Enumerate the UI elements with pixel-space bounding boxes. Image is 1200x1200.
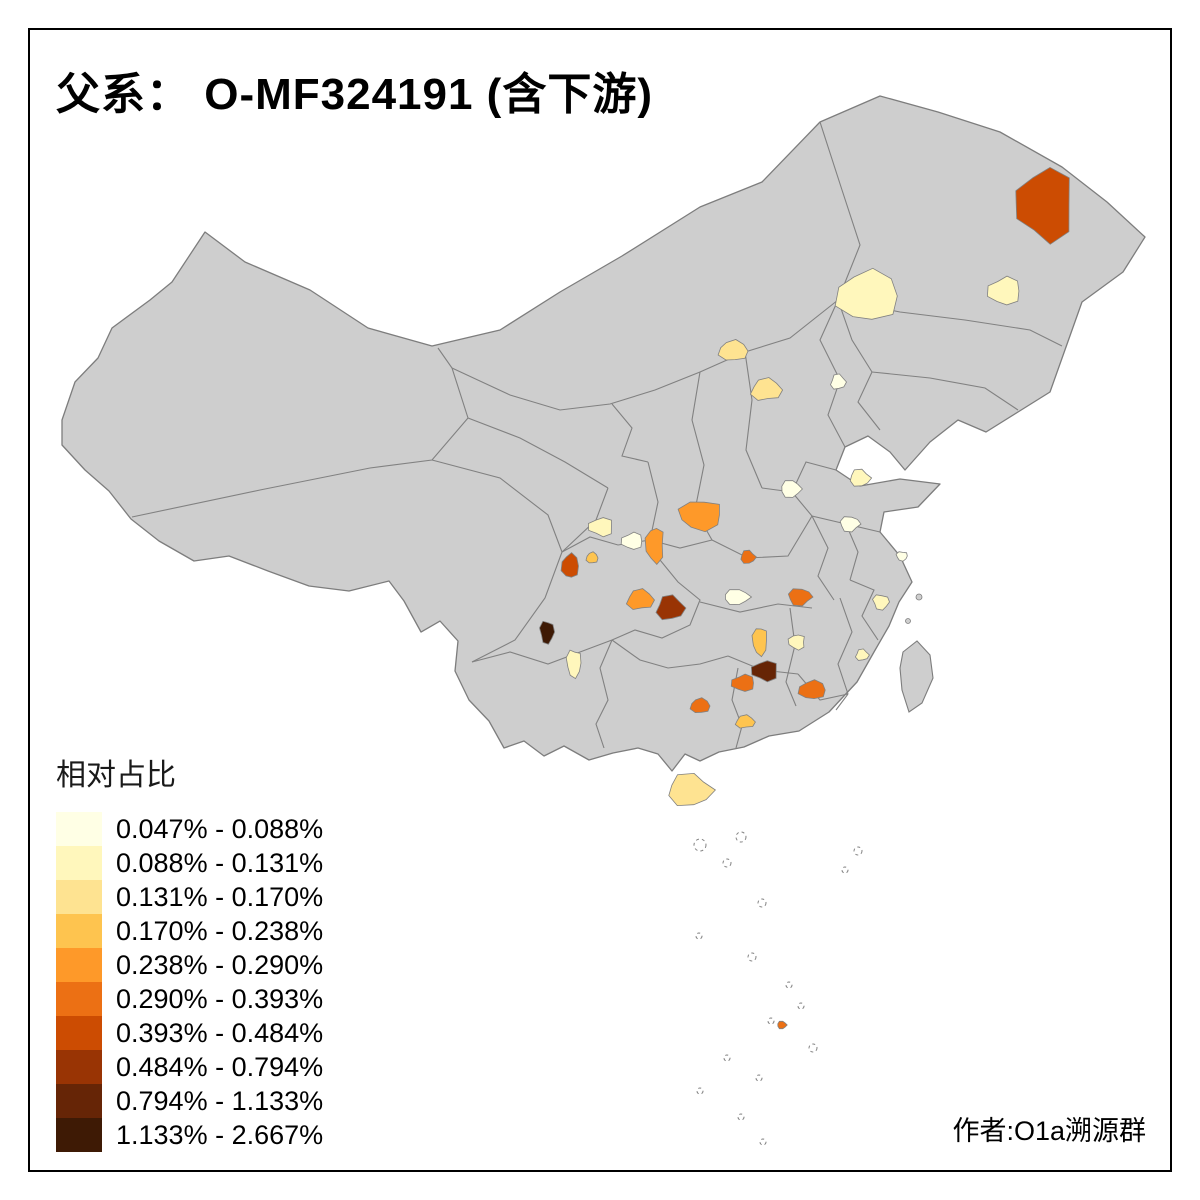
legend-label: 0.290% - 0.393% (116, 984, 324, 1014)
map-region (830, 373, 847, 390)
legend-item: 0.484% - 0.794% (56, 1050, 323, 1084)
legend-swatch (56, 982, 102, 1016)
map-region (787, 588, 814, 607)
map-region (539, 620, 556, 645)
map-region (872, 594, 890, 611)
map-region (560, 552, 579, 578)
map-region (585, 551, 599, 564)
map-region (834, 267, 898, 320)
author-credit: 作者:O1a溯源群 (952, 1116, 1146, 1146)
map-region (749, 377, 784, 401)
map-region (787, 634, 805, 651)
map-region (587, 517, 612, 538)
map-region (854, 648, 870, 661)
legend-swatch (56, 1118, 102, 1152)
map-region (717, 339, 749, 361)
legend-swatch (56, 1016, 102, 1050)
map-region (689, 697, 711, 714)
legend-item: 0.393% - 0.484% (56, 1016, 323, 1050)
legend-swatch (56, 914, 102, 948)
map-region (849, 468, 873, 487)
map-region (986, 275, 1020, 306)
legend-item: 0.238% - 0.290% (56, 948, 323, 982)
map-region (750, 660, 777, 683)
legend-label: 0.131% - 0.170% (116, 882, 324, 912)
legend-swatch (56, 1084, 102, 1118)
coastal-islets (905, 593, 923, 624)
map-region (730, 673, 754, 692)
legend-item: 0.088% - 0.131% (56, 846, 323, 880)
map-region (895, 551, 908, 562)
legend-item: 0.131% - 0.170% (56, 880, 323, 914)
map-region (734, 714, 756, 729)
china-outline (61, 95, 1146, 772)
legend-label: 0.794% - 1.133% (116, 1086, 324, 1116)
map-region (1015, 166, 1070, 245)
legend-swatch (56, 846, 102, 880)
map-region (724, 589, 753, 605)
legend-item: 1.133% - 2.667% (56, 1118, 323, 1152)
legend-swatch (56, 812, 102, 846)
map-region (839, 516, 862, 533)
map-region (797, 679, 826, 700)
map-region (644, 527, 664, 566)
legend-swatch (56, 948, 102, 982)
legend-label: 0.393% - 0.484% (116, 1018, 324, 1048)
legend-label: 0.088% - 0.131% (116, 848, 324, 878)
legend-title: 相对占比 (56, 759, 176, 792)
legend-label: 0.238% - 0.290% (116, 950, 324, 980)
map-region (655, 594, 687, 621)
legend-item: 0.794% - 1.133% (56, 1084, 323, 1118)
map-region (677, 501, 720, 533)
map-region (625, 588, 655, 610)
map-region (668, 772, 717, 807)
legend-swatch (56, 880, 102, 914)
map-region (751, 628, 767, 658)
legend-item: 0.290% - 0.393% (56, 982, 323, 1016)
legend-label: 0.484% - 0.794% (116, 1052, 324, 1082)
map-region (777, 1020, 788, 1030)
map-region (781, 480, 803, 498)
legend-item: 0.047% - 0.088% (56, 812, 323, 846)
map-region (740, 549, 758, 564)
legend-label: 0.170% - 0.238% (116, 916, 324, 946)
legend-item: 0.170% - 0.238% (56, 914, 323, 948)
legend-swatch (56, 1050, 102, 1084)
legend: 相对占比 0.047% - 0.088% 0.088% - 0.131% 0.1… (56, 750, 323, 1152)
south-sea-island-outlines (693, 831, 863, 1146)
colored-regions (539, 166, 1070, 1030)
page-title: 父系： O-MF324191 (含下游) (56, 70, 653, 119)
map-region (565, 649, 582, 680)
taiwan-island (899, 640, 934, 713)
legend-label: 0.047% - 0.088% (116, 814, 324, 844)
map-region (620, 531, 643, 550)
legend-label: 1.133% - 2.667% (116, 1120, 324, 1150)
